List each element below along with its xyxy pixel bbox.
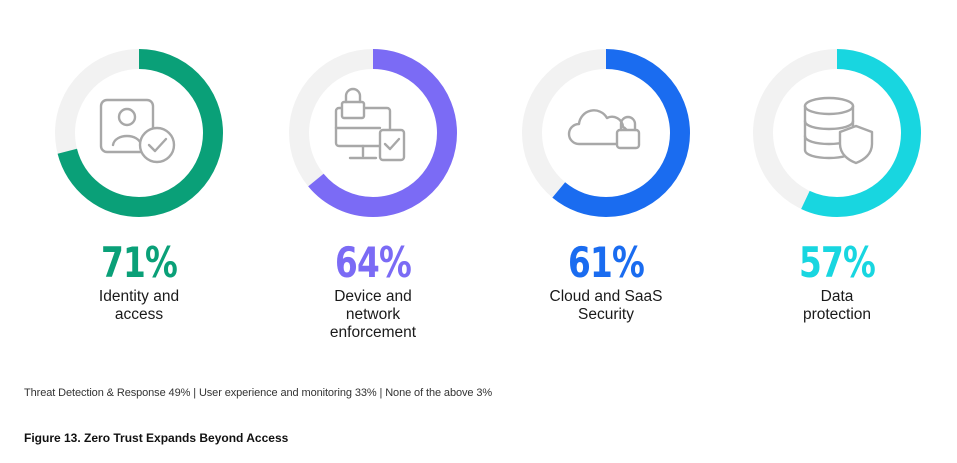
cloud-lock-icon — [567, 109, 641, 150]
ring-value-arc — [522, 49, 690, 217]
percent-value: 61% — [567, 238, 645, 287]
donut-cloud: 61% Cloud and SaaS Security — [521, 48, 691, 324]
ring-value-arc — [55, 49, 223, 217]
identity-check-icon — [99, 98, 176, 164]
donut-device: 64% Device and network enforcement — [288, 48, 458, 342]
percent-value: 57% — [798, 238, 876, 287]
ring-data — [752, 48, 922, 218]
other-categories-footnote: Threat Detection & Response 49% | User e… — [24, 387, 493, 399]
donut-identity: 71% Identity and access — [54, 48, 224, 324]
percent-value: 64% — [334, 238, 412, 287]
ring-value-arc — [753, 49, 921, 217]
database-shield-icon — [803, 96, 874, 165]
ring-value-arc — [289, 49, 457, 217]
item-label: Identity and access — [98, 288, 180, 323]
item-label: Data protection — [802, 288, 872, 323]
percent-value: 71% — [100, 238, 178, 287]
item-label: Cloud and SaaS Security — [549, 288, 663, 323]
device-lock-icon — [334, 87, 406, 162]
figure-caption: Figure 13. Zero Trust Expands Beyond Acc… — [24, 431, 289, 445]
ring-device — [288, 48, 458, 218]
donut-data: 57% Data protection — [752, 48, 922, 324]
ring-cloud — [521, 48, 691, 218]
item-label: Device and network enforcement — [329, 288, 417, 341]
ring-identity — [54, 48, 224, 218]
